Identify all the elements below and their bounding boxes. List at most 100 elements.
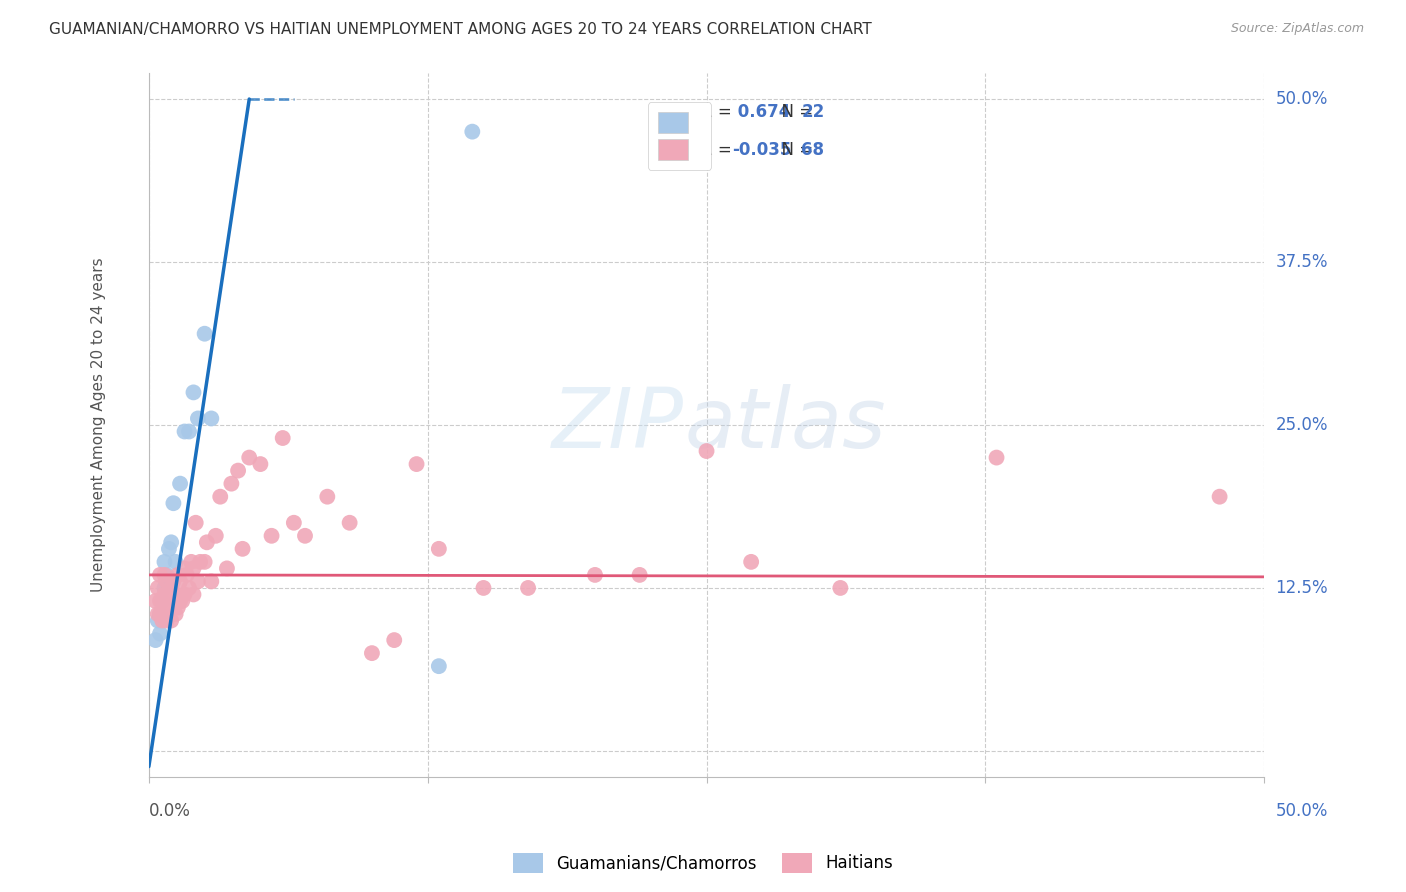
Point — [153, 587, 176, 601]
Point — [149, 626, 172, 640]
Text: N =: N = — [772, 142, 818, 160]
Point — [160, 594, 183, 608]
Point — [283, 516, 305, 530]
Point — [628, 568, 651, 582]
Point — [153, 568, 176, 582]
Point — [169, 594, 191, 608]
Point — [160, 574, 183, 589]
Text: 37.5%: 37.5% — [1275, 253, 1327, 271]
Point — [472, 581, 495, 595]
Point — [986, 450, 1008, 465]
Point — [169, 476, 191, 491]
Point — [180, 555, 202, 569]
Text: R =: R = — [702, 142, 737, 160]
Point — [517, 581, 540, 595]
Text: 68: 68 — [801, 142, 824, 160]
Point — [156, 594, 179, 608]
Point — [150, 594, 173, 608]
Point — [583, 568, 606, 582]
Point — [183, 385, 205, 400]
Point — [162, 496, 184, 510]
Legend: Guamanians/Chamorros, Haitians: Guamanians/Chamorros, Haitians — [506, 847, 900, 880]
Point — [740, 555, 762, 569]
Text: 22: 22 — [801, 103, 824, 120]
Point — [156, 568, 179, 582]
Point — [184, 516, 207, 530]
Point — [1208, 490, 1230, 504]
Point — [169, 574, 191, 589]
Point — [232, 541, 254, 556]
Point — [157, 587, 180, 601]
Point — [361, 646, 384, 660]
Point — [249, 457, 271, 471]
Point — [696, 444, 718, 458]
Text: 12.5%: 12.5% — [1275, 579, 1329, 597]
Point — [167, 568, 190, 582]
Point — [183, 587, 205, 601]
Point — [160, 581, 183, 595]
Legend: , : , — [648, 103, 711, 169]
Text: 50.0%: 50.0% — [1275, 802, 1327, 820]
Point — [145, 633, 167, 648]
Text: Source: ZipAtlas.com: Source: ZipAtlas.com — [1230, 22, 1364, 36]
Point — [427, 659, 450, 673]
Point — [153, 555, 176, 569]
Point — [195, 535, 218, 549]
Point — [316, 490, 339, 504]
Point — [149, 594, 172, 608]
Point — [145, 594, 167, 608]
Text: atlas: atlas — [685, 384, 886, 466]
Point — [165, 587, 187, 601]
Point — [162, 574, 184, 589]
Point — [167, 600, 190, 615]
Point — [209, 490, 232, 504]
Point — [215, 561, 238, 575]
Point — [146, 581, 169, 595]
Point — [153, 607, 176, 621]
Text: ZIP: ZIP — [553, 384, 685, 466]
Point — [173, 561, 195, 575]
Point — [188, 555, 211, 569]
Point — [156, 574, 179, 589]
Point — [172, 594, 194, 608]
Point — [238, 450, 260, 465]
Point — [382, 633, 405, 648]
Point — [165, 555, 187, 569]
Point — [260, 529, 283, 543]
Point — [160, 614, 183, 628]
Text: R =: R = — [702, 103, 737, 120]
Point — [194, 326, 217, 341]
Point — [461, 125, 484, 139]
Point — [160, 535, 183, 549]
Text: -0.035: -0.035 — [733, 142, 792, 160]
Point — [162, 600, 184, 615]
Point — [187, 574, 209, 589]
Point — [294, 529, 316, 543]
Text: 25.0%: 25.0% — [1275, 416, 1327, 434]
Point — [183, 561, 205, 575]
Point — [173, 425, 195, 439]
Point — [176, 568, 198, 582]
Point — [149, 607, 172, 621]
Point — [153, 581, 176, 595]
Text: 0.0%: 0.0% — [149, 802, 191, 820]
Point — [146, 607, 169, 621]
Point — [427, 541, 450, 556]
Point — [187, 411, 209, 425]
Point — [405, 457, 427, 471]
Text: N =: N = — [772, 103, 818, 120]
Point — [146, 614, 169, 628]
Point — [339, 516, 361, 530]
Text: 50.0%: 50.0% — [1275, 90, 1327, 108]
Point — [149, 568, 172, 582]
Point — [200, 411, 222, 425]
Point — [194, 555, 217, 569]
Point — [150, 594, 173, 608]
Point — [150, 614, 173, 628]
Point — [271, 431, 294, 445]
Point — [165, 607, 187, 621]
Point — [221, 476, 243, 491]
Text: 0.674: 0.674 — [733, 103, 790, 120]
Point — [156, 614, 179, 628]
Point — [177, 581, 200, 595]
